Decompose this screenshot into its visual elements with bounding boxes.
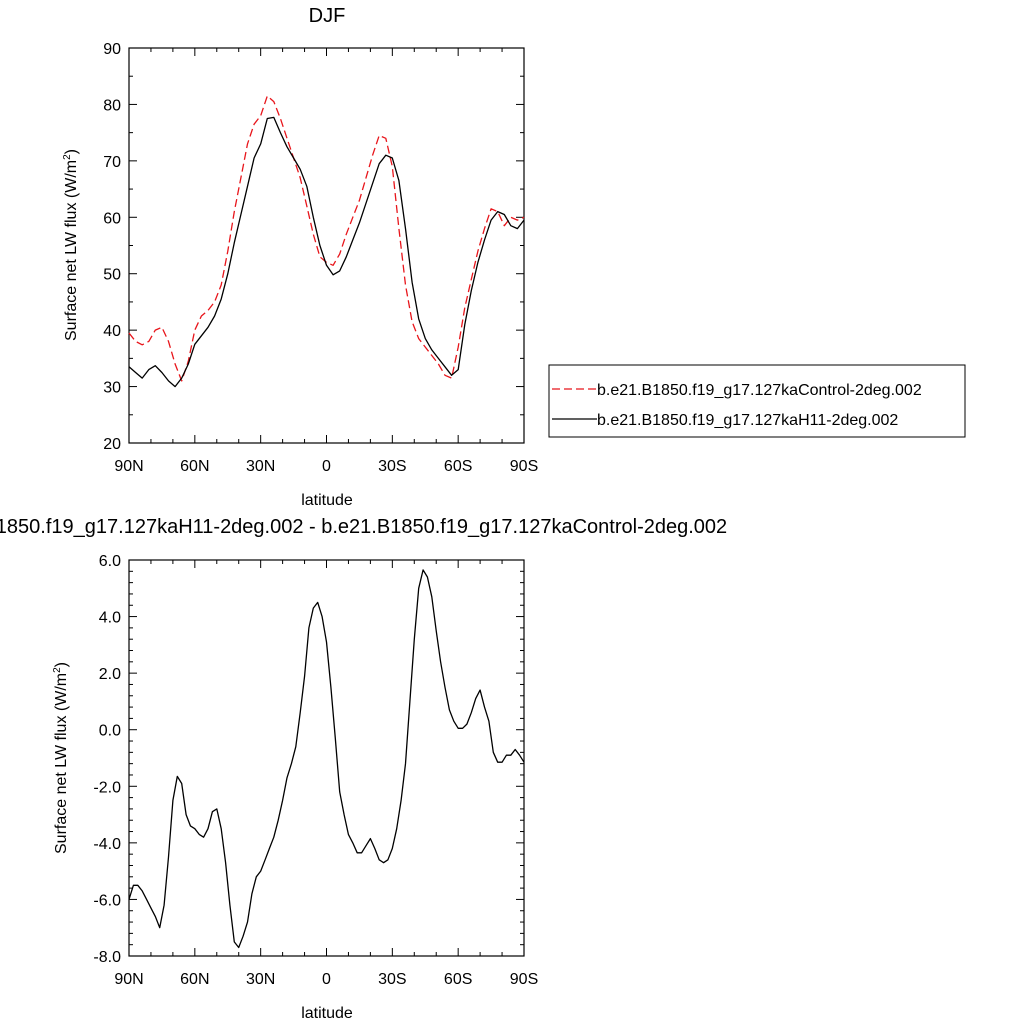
top-xtick-label: 0 <box>322 458 331 475</box>
bottom-ytick-label: -4.0 <box>93 836 121 853</box>
top-x-axis-label: latitude <box>301 492 353 509</box>
top-ytick-label: 60 <box>103 210 121 227</box>
top-xtick-label: 60S <box>444 458 472 475</box>
bottom-ytick-label: 6.0 <box>99 553 121 570</box>
top-xtick-label: 90S <box>510 458 538 475</box>
top-y-axis-label: Surface net LW flux (W/m2) <box>62 149 80 341</box>
top-ytick-label: 20 <box>103 436 121 453</box>
bottom-ytick-label: -2.0 <box>93 779 121 796</box>
legend-box <box>548 364 966 438</box>
top-xtick-label: 30N <box>246 458 275 475</box>
top-xtick-label: 90N <box>114 458 143 475</box>
legend-label-control: b.e21.B1850.f19_g17.127kaControl-2deg.00… <box>597 382 922 399</box>
legend: b.e21.B1850.f19_g17.127kaControl-2deg.00… <box>548 364 966 438</box>
top-series-group <box>128 95 525 388</box>
bottom-ytick-label: -8.0 <box>93 949 121 966</box>
top-series-line-0 <box>128 95 525 382</box>
bottom-ytick-label: 0.0 <box>99 723 121 740</box>
bottom-ytick-label: -6.0 <box>93 892 121 909</box>
top-axis-ticks: 90N 60N 30N 0 30S 60S 90S 20 30 40 50 60 70 80 90 <box>103 41 538 475</box>
top-series-line-1 <box>128 116 525 388</box>
top-ytick-label: 80 <box>103 97 121 114</box>
top-ytick-label: 40 <box>103 323 121 340</box>
bottom-xtick-label: 60N <box>180 971 209 988</box>
top-title: DJF <box>309 5 346 27</box>
top-ytick-label: 30 <box>103 380 121 397</box>
top-ytick-label: 90 <box>103 41 121 58</box>
bottom-title: b.e21.B1850.f19_g17.127kaH11-2deg.002 - … <box>0 516 727 538</box>
bottom-xtick-label: 90N <box>114 971 143 988</box>
bottom-xtick-label: 30S <box>378 971 406 988</box>
bottom-panel: b.e21.B1850.f19_g17.127kaH11-2deg.002 - … <box>0 516 727 1022</box>
bottom-plot-frame <box>128 559 525 957</box>
legend-label-h11: b.e21.B1850.f19_g17.127kaH11-2deg.002 <box>597 412 898 429</box>
bottom-axis-ticks: 90N 60N 30N 0 30S 60S 90S -8.0 -6.0 -4.0 -2.0 0.0 2.… <box>93 553 538 988</box>
bottom-ytick-label: 4.0 <box>99 610 121 627</box>
top-plot-frame <box>128 47 525 444</box>
top-panel: DJF 90N 60N 30N 0 30S 60S 90S2030405060708090 … <box>62 5 538 509</box>
top-ytick-label: 50 <box>103 267 121 284</box>
bottom-ytick-label: 2.0 <box>99 666 121 683</box>
bottom-xtick-label: 60S <box>444 971 472 988</box>
bottom-xtick-label: 30N <box>246 971 275 988</box>
bottom-series-group <box>128 569 525 949</box>
top-xtick-label: 30S <box>378 458 406 475</box>
bottom-xtick-label: 0 <box>322 971 331 988</box>
bottom-y-axis-label: Surface net LW flux (W/m2) <box>52 662 70 854</box>
top-xtick-label: 60N <box>180 458 209 475</box>
bottom-series-line-0 <box>128 569 525 949</box>
top-ytick-label: 70 <box>103 154 121 171</box>
bottom-x-axis-label: latitude <box>301 1005 353 1022</box>
bottom-xtick-label: 90S <box>510 971 538 988</box>
